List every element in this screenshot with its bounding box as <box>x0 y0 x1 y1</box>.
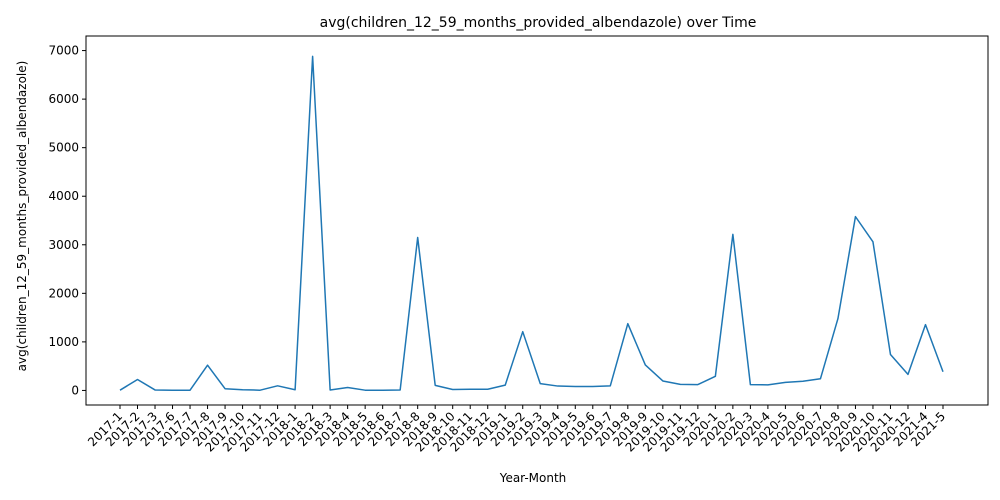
y-axis-label: avg(children_12_59_months_provided_alben… <box>15 61 29 372</box>
x-axis-label: Year-Month <box>499 471 567 485</box>
plot-area-frame <box>85 35 989 406</box>
chart-title: avg(children_12_59_months_provided_alben… <box>320 15 757 31</box>
y-tick-label: 4000 <box>48 189 79 203</box>
y-tick-label: 5000 <box>48 141 79 155</box>
y-tick-label: 7000 <box>48 44 79 58</box>
y-tick-label: 0 <box>71 383 79 397</box>
series-line <box>119 55 944 391</box>
x-axis-ticks: 2017-12017-22017-32017-62017-72017-82017… <box>85 405 948 455</box>
y-tick-label: 6000 <box>48 92 79 106</box>
y-axis-ticks: 0 1000 2000 3000 4000 5000 6000 7000 <box>48 44 86 397</box>
y-tick-label: 1000 <box>48 335 79 349</box>
y-tick-label: 2000 <box>48 286 79 300</box>
y-tick-label: 3000 <box>48 238 79 252</box>
